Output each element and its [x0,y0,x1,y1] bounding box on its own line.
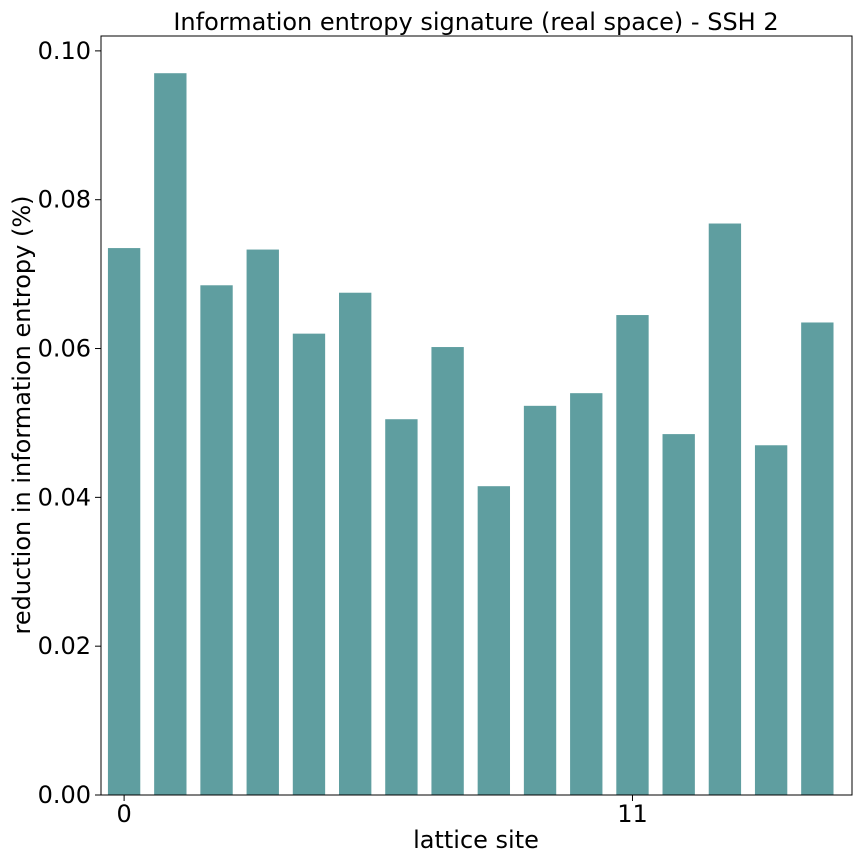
bar-site-7 [431,347,464,795]
x-axis: 0 11 [116,795,648,828]
y-axis-label: reduction in information entropy (%) [8,195,36,634]
x-tick-label: 0 [116,800,131,828]
bar-site-1 [154,73,187,796]
y-tick-label: 0.02 [38,632,91,660]
bar-site-14 [754,445,788,795]
y-tick-label: 0.04 [38,483,91,511]
x-axis-label: lattice site [413,826,539,854]
bar-site-2 [200,285,233,795]
bars-group [107,73,834,796]
bar-site-15 [801,322,834,795]
bar-site-8 [477,486,511,795]
y-tick-label: 0.06 [38,335,91,363]
y-axis: 0.00 0.02 0.04 0.06 0.08 0.10 [38,37,101,809]
x-tick-label: 11 [617,800,648,828]
plot-frame [100,35,853,796]
bar-site-3 [246,249,279,795]
bar-site-13 [708,223,742,796]
y-tick-label: 0.08 [38,186,91,214]
bar-site-4 [292,333,326,795]
bar-site-11 [616,315,649,795]
bar-site-6 [385,419,418,795]
bar-site-9 [523,405,557,795]
chart-title: Information entropy signature (real spac… [173,8,778,36]
bar-site-10 [570,393,603,795]
y-tick-label: 0.10 [38,37,91,65]
bar-site-5 [339,292,372,795]
y-tick-label: 0.00 [38,781,91,809]
bar-site-12 [662,434,695,795]
bar-site-0 [107,248,141,795]
